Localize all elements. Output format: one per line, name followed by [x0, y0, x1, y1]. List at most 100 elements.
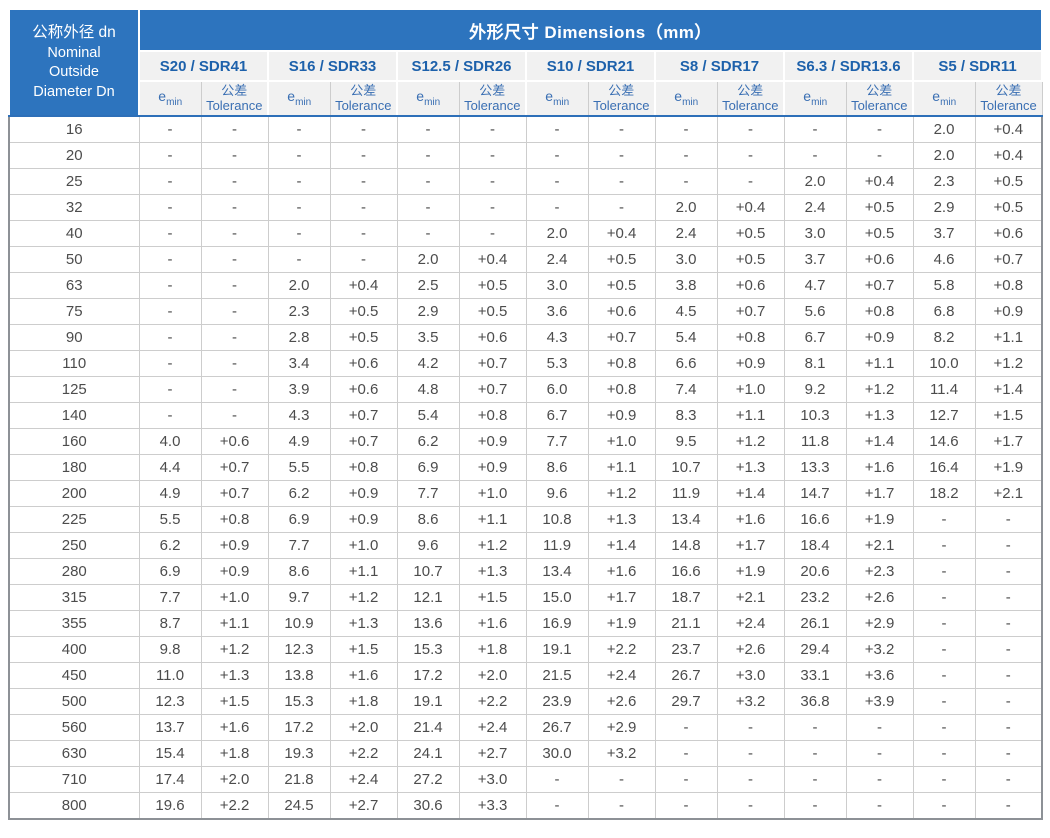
emin-value-cell: 5.4 — [396, 402, 460, 429]
table-row-dn-400: 400 9.8 +1.2 12.3 +1.5 15.3 +1.8 19.1 +2.2 23.7 +2… — [8, 636, 1044, 663]
emin-value-cell: 30.6 — [396, 792, 460, 820]
emin-value-cell: 13.3 — [783, 454, 847, 481]
tolerance-value-cell: +1.3 — [716, 454, 785, 481]
emin-value-cell: 6.2 — [138, 532, 202, 559]
emin-value-cell: 12.3 — [267, 636, 331, 663]
dn-cell: 50 — [8, 246, 140, 273]
tolerance-value-cell: +1.4 — [716, 480, 785, 507]
emin-value-cell: 2.4 — [525, 246, 589, 273]
emin-value-cell: 17.4 — [138, 766, 202, 793]
table-row-dn-225: 225 5.5 +0.8 6.9 +0.9 8.6 +1.1 10.8 +1.3 13.4 +1.6… — [8, 506, 1044, 533]
emin-value-cell: 13.4 — [654, 506, 718, 533]
tolerance-value-cell: +0.9 — [329, 480, 398, 507]
table-row-dn-75: 75- -2.3 +0.5 2.9 +0.5 3.6 +0.6 4.5 +0.7 5.6 +0.8 6… — [8, 298, 1044, 325]
tolerance-value-cell: +2.1 — [716, 584, 785, 611]
emin-value-cell: 13.7 — [138, 714, 202, 741]
emin-value-cell: 3.0 — [525, 272, 589, 299]
tolerance-value-cell: +0.9 — [845, 324, 914, 351]
emin-value-cell: 2.0 — [267, 272, 331, 299]
tolerance-value-cell: +1.6 — [716, 506, 785, 533]
tolerance-value-cell: +1.5 — [458, 584, 527, 611]
tolerance-value-cell: +0.5 — [716, 220, 785, 247]
series-header-4: S8 / SDR17 — [654, 50, 785, 82]
dn-cell: 140 — [8, 402, 140, 429]
corner-title-en-3: Diameter Dn — [33, 83, 115, 100]
emin-value-cell: - — [654, 142, 718, 169]
dn-cell: 180 — [8, 454, 140, 481]
tolerance-value-cell: +0.4 — [974, 142, 1044, 169]
tolerance-value-cell: - — [200, 115, 269, 143]
emin-value-cell: 3.5 — [396, 324, 460, 351]
tolerance-value-cell: +1.7 — [716, 532, 785, 559]
tolerance-value-cell: - — [200, 324, 269, 351]
tolerance-value-cell: +0.6 — [458, 324, 527, 351]
emin-value-cell: 2.4 — [783, 194, 847, 221]
emin-value-cell: - — [783, 766, 847, 793]
emin-value-cell: 4.9 — [267, 428, 331, 455]
emin-value-cell: 26.1 — [783, 610, 847, 637]
emin-value-cell: 4.3 — [525, 324, 589, 351]
emin-value-cell: - — [912, 792, 976, 820]
emin-value-cell: 13.8 — [267, 662, 331, 689]
dn-cell: 355 — [8, 610, 140, 637]
table-row-dn-250: 250 6.2 +0.9 7.7 +1.0 9.6 +1.2 11.9 +1.4 14.8 +1.7… — [8, 532, 1044, 559]
emin-value-cell: 10.7 — [654, 454, 718, 481]
tolerance-value-cell: +2.9 — [587, 714, 656, 741]
tolerance-value-cell: +1.2 — [200, 636, 269, 663]
emin-value-cell: - — [267, 220, 331, 247]
emin-value-cell: 14.6 — [912, 428, 976, 455]
dn-cell: 280 — [8, 558, 140, 585]
tolerance-value-cell: - — [974, 584, 1044, 611]
emin-value-cell: 3.0 — [783, 220, 847, 247]
emin-value-cell: 4.8 — [396, 376, 460, 403]
tolerance-value-cell: - — [716, 766, 785, 793]
tolerance-value-cell: +1.6 — [458, 610, 527, 637]
emin-value-cell: 6.9 — [267, 506, 331, 533]
emin-value-cell: 13.4 — [525, 558, 589, 585]
emin-value-cell: 2.3 — [267, 298, 331, 325]
emin-value-cell: 2.0 — [396, 246, 460, 273]
tolerance-value-cell: +0.5 — [587, 272, 656, 299]
corner-title-en-1: Nominal — [47, 44, 101, 61]
emin-value-cell: 11.8 — [783, 428, 847, 455]
emin-value-cell: 19.1 — [525, 636, 589, 663]
tolerance-value-cell: - — [200, 168, 269, 195]
emin-header: emin — [525, 80, 589, 117]
emin-value-cell: 5.6 — [783, 298, 847, 325]
tolerance-value-cell: +3.2 — [716, 688, 785, 715]
table-row-dn-20: 20- - - - - - - - - - - -2.0 +0.4 — [8, 142, 1044, 169]
tolerance-value-cell: +1.6 — [845, 454, 914, 481]
emin-value-cell: 6.9 — [396, 454, 460, 481]
emin-value-cell: - — [138, 402, 202, 429]
dn-cell: 315 — [8, 584, 140, 611]
tolerance-value-cell: +1.7 — [845, 480, 914, 507]
tolerance-value-cell: - — [974, 558, 1044, 585]
tolerance-value-cell: - — [329, 168, 398, 195]
tolerance-value-cell: +0.5 — [845, 220, 914, 247]
tolerance-value-cell: +1.5 — [974, 402, 1044, 429]
tolerance-value-cell: - — [329, 115, 398, 143]
emin-value-cell: 15.3 — [396, 636, 460, 663]
tolerance-value-cell: +1.1 — [587, 454, 656, 481]
tolerance-value-cell: +0.7 — [329, 428, 398, 455]
table-row-dn-160: 160 4.0 +0.6 4.9 +0.7 6.2 +0.9 7.7 +1.0 9.5 +1.2 11… — [8, 428, 1044, 455]
emin-value-cell: 9.7 — [267, 584, 331, 611]
tolerance-value-cell: - — [458, 220, 527, 247]
emin-value-cell: 17.2 — [267, 714, 331, 741]
tolerance-value-cell: +1.9 — [587, 610, 656, 637]
tolerance-value-cell: +1.1 — [329, 558, 398, 585]
tolerance-header: 公差 Tolerance — [974, 80, 1043, 117]
emin-value-cell: - — [525, 766, 589, 793]
tolerance-value-cell: +3.0 — [458, 766, 527, 793]
table-row-dn-63: 63- -2.0 +0.4 2.5 +0.5 3.0 +0.5 3.8 +0.6 4.7 +0.7 5… — [8, 272, 1044, 299]
emin-value-cell: 7.4 — [654, 376, 718, 403]
tolerance-value-cell: +0.5 — [587, 246, 656, 273]
tolerance-value-cell: +2.4 — [329, 766, 398, 793]
tolerance-value-cell: - — [458, 115, 527, 143]
tolerance-value-cell: +0.5 — [716, 246, 785, 273]
emin-value-cell: 10.9 — [267, 610, 331, 637]
dn-cell: 560 — [8, 714, 140, 741]
dn-cell: 40 — [8, 220, 140, 247]
tolerance-value-cell: +1.7 — [974, 428, 1044, 455]
emin-value-cell: - — [912, 688, 976, 715]
